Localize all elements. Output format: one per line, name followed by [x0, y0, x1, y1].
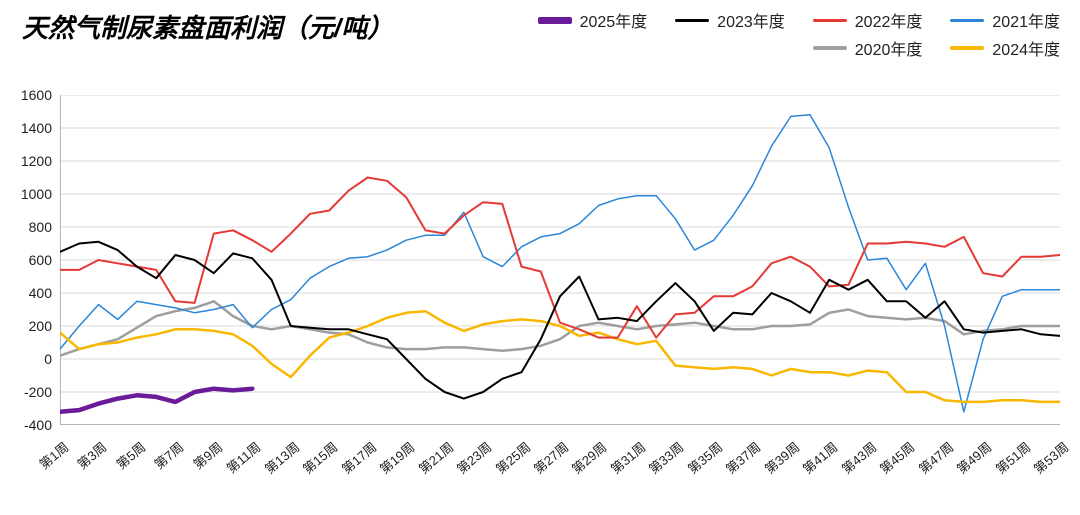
legend-item-y2023: 2023年度 — [675, 8, 785, 32]
x-tick-label: 第27周 — [529, 437, 572, 478]
legend-label: 2021年度 — [992, 8, 1060, 32]
y-tick-label: 0 — [12, 351, 52, 367]
x-tick-label: 第3周 — [73, 437, 111, 473]
y-tick-label: 600 — [12, 252, 52, 268]
x-tick-label: 第47周 — [914, 437, 957, 478]
y-tick-label: 1400 — [12, 120, 52, 136]
x-tick-label: 第37周 — [721, 437, 764, 478]
x-tick-label: 第43周 — [837, 437, 880, 478]
legend-swatch — [813, 46, 847, 50]
x-tick-label: 第17周 — [337, 437, 380, 478]
x-tick-label: 第15周 — [298, 437, 341, 478]
x-tick-label: 第39周 — [760, 437, 803, 478]
chart-title: 天然气制尿素盘面利润（元/吨） — [22, 8, 393, 45]
x-tick-label: 第41周 — [798, 437, 841, 478]
x-tick-label: 第1周 — [35, 437, 73, 473]
legend-label: 2022年度 — [855, 8, 923, 32]
legend-swatch — [675, 19, 709, 22]
y-tick-label: -400 — [12, 417, 52, 433]
x-tick-label: 第49周 — [952, 437, 995, 478]
x-tick-label: 第21周 — [414, 437, 457, 478]
x-tick-label: 第25周 — [491, 437, 534, 478]
series-y2021 — [60, 115, 1060, 412]
y-tick-label: 200 — [12, 318, 52, 334]
x-tick-label: 第51周 — [991, 437, 1034, 478]
x-tick-label: 第29周 — [567, 437, 610, 478]
legend-item-y2020: 2020年度 — [813, 36, 923, 60]
x-tick-label: 第11周 — [222, 437, 264, 477]
x-tick-label: 第19周 — [375, 437, 418, 478]
y-tick-label: 1200 — [12, 153, 52, 169]
legend-swatch — [813, 19, 847, 22]
y-tick-label: 1600 — [12, 87, 52, 103]
x-tick-label: 第9周 — [188, 437, 226, 473]
legend-swatch — [950, 46, 984, 50]
x-tick-label: 第35周 — [683, 437, 726, 478]
legend-label: 2025年度 — [580, 8, 648, 32]
legend-label: 2023年度 — [717, 8, 785, 32]
x-tick-label: 第13周 — [260, 437, 303, 478]
legend-label: 2020年度 — [855, 36, 923, 60]
legend-item-y2025: 2025年度 — [538, 8, 648, 32]
legend: 2025年度 2023年度 2022年度 2021年度 2020年度 2024年度 — [510, 8, 1060, 60]
x-tick-label: 第31周 — [606, 437, 649, 478]
legend-item-y2021: 2021年度 — [950, 8, 1060, 32]
plot-area — [60, 95, 1060, 425]
y-tick-label: 800 — [12, 219, 52, 235]
x-tick-label: 第7周 — [150, 437, 188, 473]
x-tick-label: 第45周 — [875, 437, 918, 478]
legend-item-y2022: 2022年度 — [813, 8, 923, 32]
x-tick-label: 第5周 — [111, 437, 149, 473]
y-tick-label: 400 — [12, 285, 52, 301]
chart-root: 天然气制尿素盘面利润（元/吨） 2025年度 2023年度 2022年度 2021年度… — [0, 0, 1080, 515]
y-tick-label: -200 — [12, 384, 52, 400]
legend-item-y2024: 2024年度 — [950, 36, 1060, 60]
y-tick-label: 1000 — [12, 186, 52, 202]
legend-swatch — [538, 17, 572, 24]
x-tick-label: 第53周 — [1029, 437, 1072, 478]
x-tick-label: 第33周 — [644, 437, 687, 478]
x-tick-label: 第23周 — [452, 437, 495, 478]
series-y2022 — [60, 178, 1060, 338]
legend-swatch — [950, 19, 984, 22]
legend-label: 2024年度 — [992, 36, 1060, 60]
